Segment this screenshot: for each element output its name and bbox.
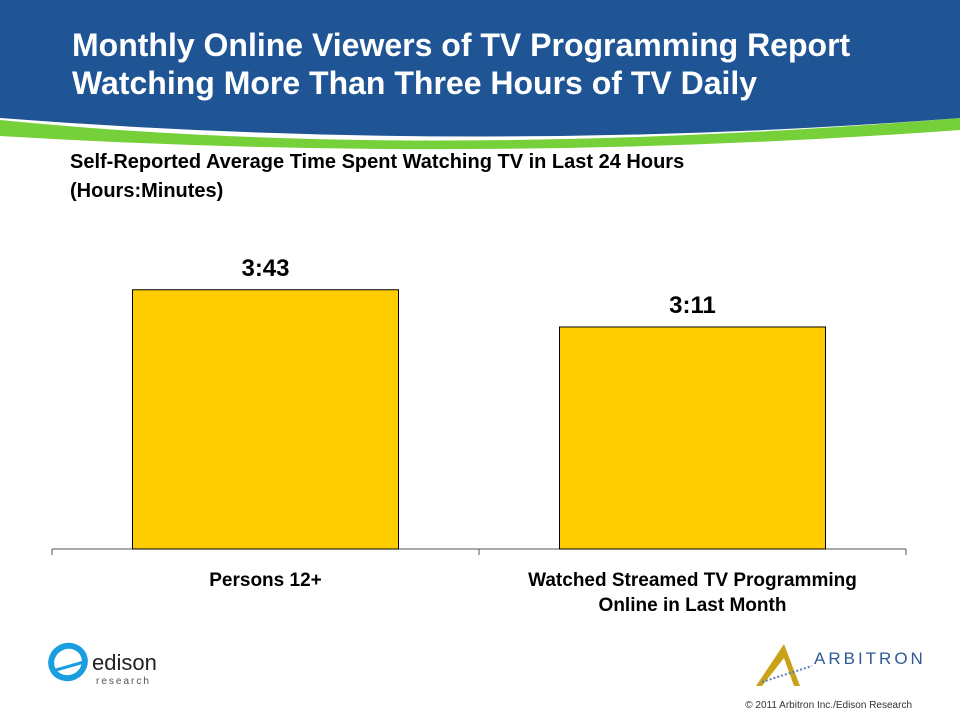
edison-logo: edison research [48, 642, 157, 687]
page-title-line2: Watching More Than Three Hours of TV Dai… [72, 65, 758, 101]
edison-logo-text: edison [92, 650, 157, 675]
bar [132, 289, 399, 550]
page-title-line1: Monthly Online Viewers of TV Programming… [72, 27, 851, 63]
bar [559, 326, 826, 550]
header-band [0, 0, 960, 150]
chart-subtitle: (Hours:Minutes) [70, 180, 224, 202]
bar-value-label: 3:43 [241, 255, 289, 282]
category-label-line: Online in Last Month [598, 595, 787, 616]
category-label: Watched Streamed TV Programming Online in… [483, 568, 903, 618]
category-label: Persons 12+ [56, 568, 476, 593]
arbitron-logo-text: ARBITRON [814, 649, 922, 668]
category-label-line: Persons 12+ [209, 570, 322, 591]
bar-value-label: 3:11 [669, 292, 716, 319]
copyright-footer: © 2011 Arbitron Inc./Edison Research [745, 700, 912, 711]
category-label-line: Watched Streamed TV Programming [528, 570, 857, 591]
edison-logo-subtext: research [96, 676, 151, 687]
chart-title: Self-Reported Average Time Spent Watchin… [70, 151, 685, 173]
arbitron-logo: ARBITRON [756, 644, 922, 686]
